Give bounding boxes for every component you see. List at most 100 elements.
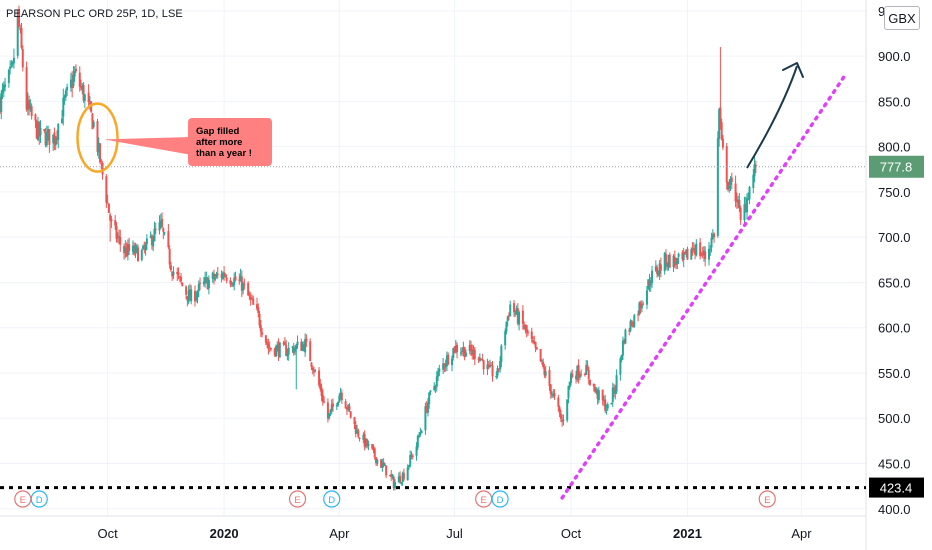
candle-body (162, 228, 165, 232)
candle-body (0, 93, 3, 113)
candle-body (10, 63, 13, 65)
candle-body (301, 344, 304, 350)
candle-body (54, 137, 57, 146)
candle-body (55, 136, 58, 138)
candle-body (110, 219, 113, 222)
candle-body (149, 235, 152, 238)
candle-body (4, 84, 7, 88)
candle-body (743, 204, 746, 221)
candle-body (206, 278, 209, 290)
y-tick-label: 500.0 (878, 411, 911, 426)
candle-body (83, 94, 86, 101)
candle-body (425, 405, 428, 413)
candle-body (543, 367, 546, 375)
candle-body (131, 245, 134, 252)
currency-button[interactable]: GBX (884, 6, 920, 30)
candle-body (144, 244, 147, 251)
candle-body (196, 291, 199, 298)
candle-body (220, 274, 223, 278)
candle-body (514, 313, 517, 315)
candle-body (686, 248, 689, 260)
price-tags: 777.8 423.4 (869, 155, 924, 498)
candle-body (490, 365, 493, 367)
candle-body (383, 464, 386, 466)
candle-body (88, 103, 91, 105)
candle-body (691, 248, 694, 250)
candle-body (753, 164, 756, 177)
candle-body (35, 121, 38, 139)
candle-body (99, 143, 102, 163)
candle-body (19, 28, 22, 31)
candle-body (100, 160, 103, 162)
candle-body (649, 283, 652, 285)
candle-body (126, 244, 129, 256)
symbol-title: PEARSON PLC ORD 25P, 1D, LSE (6, 8, 183, 20)
candle-body (585, 365, 588, 375)
candle-body (295, 344, 298, 350)
candle-body (247, 283, 250, 296)
candle-body (371, 443, 374, 449)
candle-body (711, 234, 714, 239)
candle-body (115, 225, 118, 239)
candle-body (497, 368, 500, 370)
candle-body (373, 448, 376, 458)
candle-body (354, 425, 357, 434)
candle-body (240, 276, 243, 291)
candle-body (224, 276, 227, 278)
candle-body (548, 370, 551, 386)
candle-body (105, 176, 108, 203)
candle-body (230, 282, 233, 285)
candle-body (462, 347, 465, 352)
candle-body (177, 272, 180, 276)
candle-body (347, 404, 350, 410)
candle-body (96, 121, 99, 152)
candle-body (673, 257, 676, 263)
candle-body (364, 438, 367, 447)
candle-body (400, 482, 403, 484)
candle-body (487, 365, 490, 367)
candle-body (595, 388, 598, 393)
candle-body (401, 473, 404, 482)
candle-body (568, 381, 571, 388)
candle-body (428, 392, 431, 404)
candle-body (358, 437, 361, 439)
candle-body (152, 240, 155, 247)
candle-body (82, 84, 85, 101)
candle-body (526, 331, 529, 334)
candle-body (397, 476, 400, 483)
candle-body (20, 27, 23, 48)
candle-body (611, 387, 614, 402)
event-marker-label: D (497, 495, 504, 506)
candle-body (340, 392, 343, 401)
candle-body (225, 277, 228, 281)
candle-body (656, 267, 659, 274)
candle-body (363, 433, 366, 447)
candle-body (633, 315, 636, 327)
candle-body (540, 360, 543, 362)
candle-body (71, 80, 74, 88)
candle-body (134, 245, 137, 253)
candle-body (402, 472, 405, 480)
candle-body (167, 231, 170, 248)
candle-body (570, 373, 573, 384)
callout-text: than a year ! (196, 148, 252, 159)
candle-body (64, 90, 67, 98)
candle-body (106, 202, 109, 204)
candle-body (752, 174, 755, 189)
candle-body (109, 214, 112, 221)
candle-body (145, 238, 148, 245)
candle-body (275, 346, 278, 357)
candle-body (445, 355, 448, 367)
gap-circle (76, 102, 119, 173)
candle-body (264, 335, 267, 343)
candle-body (728, 185, 731, 189)
y-tick-label: 900.0 (878, 49, 911, 64)
candle-body (328, 413, 331, 419)
candle-body (330, 404, 333, 411)
candle-body (321, 394, 324, 402)
candle-body (452, 348, 455, 358)
candle-body (411, 455, 414, 457)
candle-body (97, 143, 100, 153)
candle-body (304, 339, 307, 353)
